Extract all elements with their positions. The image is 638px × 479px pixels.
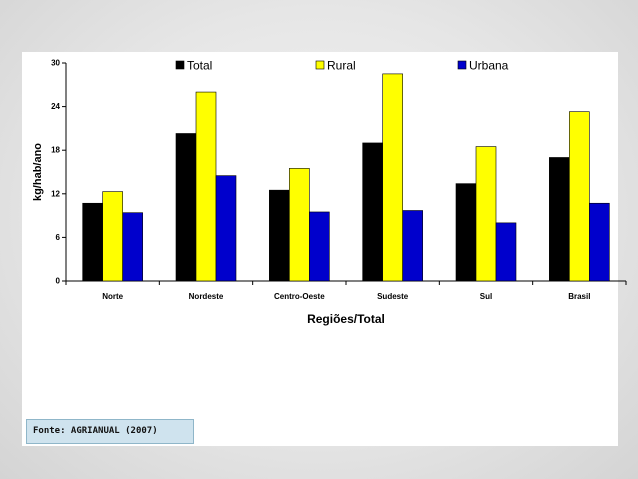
- source-caption: Fonte: AGRIANUAL (2007): [26, 419, 194, 444]
- bar-total-sul: [455, 183, 477, 282]
- y-tick-label: 6: [56, 233, 61, 242]
- legend-swatch-urbana: [457, 60, 467, 70]
- y-axis-title: kg/hab/ano: [32, 143, 44, 201]
- bar-urbana-nordeste: [215, 175, 237, 282]
- bar-urbana-sul: [495, 222, 517, 282]
- bar-total-nordeste: [175, 133, 197, 282]
- y-tick-label: 18: [51, 146, 60, 155]
- legend-swatch-total: [175, 60, 185, 70]
- x-tick-label: Sul: [480, 292, 492, 301]
- legend-swatch-rural: [315, 60, 325, 70]
- x-tick-label: Sudeste: [377, 292, 409, 301]
- bar-urbana-centro-oeste: [309, 211, 330, 282]
- x-tick-label: Norte: [102, 292, 123, 301]
- bar-rural-norte: [102, 191, 123, 282]
- bar-total-sudeste: [362, 142, 383, 282]
- bar-rural-centro-oeste: [289, 168, 310, 282]
- y-tick-label: 12: [51, 189, 60, 198]
- y-tick-label: 30: [51, 59, 60, 68]
- y-tick-label: 0: [56, 277, 61, 286]
- bar-rural-sudeste: [382, 73, 403, 282]
- legend-label-total: Total: [187, 59, 212, 73]
- x-axis-title: Regiões/Total: [307, 312, 385, 326]
- bar-rural-nordeste: [195, 91, 217, 282]
- x-tick-label: Centro-Oeste: [274, 292, 325, 301]
- bar-urbana-brasil: [589, 202, 610, 282]
- bar-rural-sul: [475, 146, 497, 282]
- bar-urbana-sudeste: [402, 210, 423, 282]
- y-tick-label: 24: [51, 102, 60, 111]
- bar-rural-brasil: [569, 111, 590, 282]
- bar-urbana-norte: [122, 212, 143, 282]
- x-tick-label: Brasil: [568, 292, 590, 301]
- x-tick-label: Nordeste: [189, 292, 224, 301]
- legend-label-urbana: Urbana: [469, 59, 509, 73]
- bar-total-norte: [82, 202, 103, 282]
- legend-label-rural: Rural: [327, 59, 356, 73]
- bar-total-brasil: [549, 157, 570, 282]
- bar-total-centro-oeste: [269, 189, 290, 282]
